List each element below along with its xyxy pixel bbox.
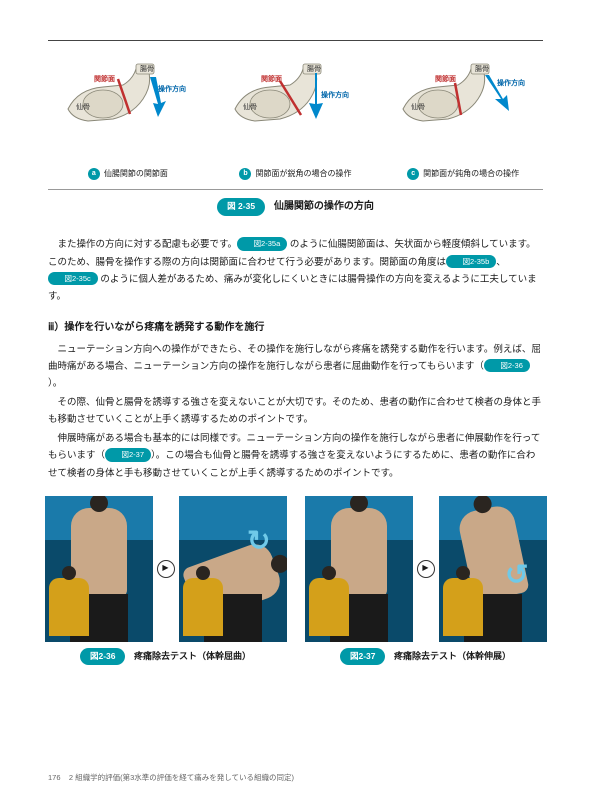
ref-2-36-inline: 図2-36 xyxy=(484,359,530,373)
sacroiliac-diagram-c: 腸骨 仙骨 関節面 操作方向 xyxy=(393,59,533,159)
body-text: また操作の方向に対する配慮も必要です。図2-35a のように仙腸関節面は、矢状面… xyxy=(48,236,543,481)
photo-ext-2: ↺ xyxy=(439,496,547,642)
badge-a: a xyxy=(88,168,100,180)
svg-text:仙骨: 仙骨 xyxy=(243,102,257,111)
diagram-a: 腸骨 仙骨 関節面 操作方向 a 仙腸関節の関節面 xyxy=(53,59,203,181)
ref-2-37-inline: 図2-37 xyxy=(105,448,151,462)
ilium-label: 腸骨 xyxy=(140,65,154,73)
sacroiliac-diagram-b: 腸骨 仙骨 関節面 操作方向 xyxy=(225,59,365,159)
sacroiliac-diagram-a: 腸骨 仙骨 関節面 操作方向 xyxy=(58,59,198,159)
photo-group-right: ▶ ↺ 図2-37 疼痛除去テスト（体幹伸展） xyxy=(305,496,547,665)
diagram-b: 腸骨 仙骨 関節面 操作方向 b 関節面が鋭角の場合の操作 xyxy=(220,59,370,181)
svg-text:腸骨: 腸骨 xyxy=(307,65,321,73)
footer-text: 2 組織学的評価(第3水準の評価を経て痛みを発している組織の同定) xyxy=(69,773,294,782)
page-number: 176 xyxy=(48,773,61,782)
fig-label-36: 図2-36 xyxy=(80,648,126,665)
joint-surface-label: 関節面 xyxy=(94,74,115,83)
ref-2-35a: 図2-35a xyxy=(237,237,287,251)
figure-title-bar: 図 2-35 仙腸関節の操作の方向 xyxy=(48,189,543,216)
photo-caption-left: 疼痛除去テスト（体幹屈曲） xyxy=(134,651,251,661)
badge-c: c xyxy=(407,168,419,180)
direction-label: 操作方向 xyxy=(158,84,186,93)
badge-b: b xyxy=(239,168,251,180)
caption-c: 関節面が鈍角の場合の操作 xyxy=(423,167,519,181)
paragraph-2: ニューテーション方向への操作ができたら、その操作を施行しながら疼痛を誘発する動作… xyxy=(48,341,543,392)
paragraph-4: 伸展時痛がある場合も基本的には同様です。ニューテーション方向の操作を施行しながら… xyxy=(48,430,543,481)
svg-text:腸骨: 腸骨 xyxy=(475,65,489,73)
svg-text:操作方向: 操作方向 xyxy=(321,90,349,99)
photo-caption-right: 疼痛除去テスト（体幹伸展） xyxy=(394,651,511,661)
photo-flex-2: ↻ xyxy=(179,496,287,642)
fig-title-main: 仙腸関節の操作の方向 xyxy=(274,201,374,212)
photo-ext-1 xyxy=(305,496,413,642)
svg-text:操作方向: 操作方向 xyxy=(497,78,525,87)
paragraph-3: その際、仙骨と腸骨を誘導する強さを変えないことが大切です。そのため、患者の動作に… xyxy=(48,394,543,428)
caption-b: 関節面が鋭角の場合の操作 xyxy=(255,167,351,181)
anatomy-diagrams: 腸骨 仙骨 関節面 操作方向 a 仙腸関節の関節面 腸骨 仙骨 関節面 xyxy=(48,59,543,181)
photo-flex-1 xyxy=(45,496,153,642)
sacrum-label: 仙骨 xyxy=(76,102,90,111)
top-rule xyxy=(48,40,543,41)
subheading: ⅲ）操作を行いながら疼痛を誘発する動作を施行 xyxy=(48,319,543,337)
svg-text:関節面: 関節面 xyxy=(261,74,282,83)
photo-group-left: ▶ ↻ 図2-36 疼痛除去テスト（体幹屈曲） xyxy=(45,496,287,665)
ref-2-35b: 図2-35b xyxy=(446,255,496,269)
fig-label-37: 図2-37 xyxy=(340,648,386,665)
play-icon: ▶ xyxy=(157,560,175,578)
play-icon: ▶ xyxy=(417,560,435,578)
diagram-c: 腸骨 仙骨 関節面 操作方向 c 関節面が鈍角の場合の操作 xyxy=(388,59,538,181)
ref-2-35c: 図2-35c xyxy=(48,272,98,286)
page-footer: 176 2 組織学的評価(第3水準の評価を経て痛みを発している組織の同定) xyxy=(48,771,294,785)
paragraph-1: また操作の方向に対する配慮も必要です。図2-35a のように仙腸関節面は、矢状面… xyxy=(48,236,543,304)
svg-text:関節面: 関節面 xyxy=(435,74,456,83)
caption-a: 仙腸関節の関節面 xyxy=(104,167,168,181)
photo-row: ▶ ↻ 図2-36 疼痛除去テスト（体幹屈曲） ▶ xyxy=(48,496,543,665)
svg-text:仙骨: 仙骨 xyxy=(411,102,425,111)
fig-label-main: 図 2-35 xyxy=(217,198,265,215)
